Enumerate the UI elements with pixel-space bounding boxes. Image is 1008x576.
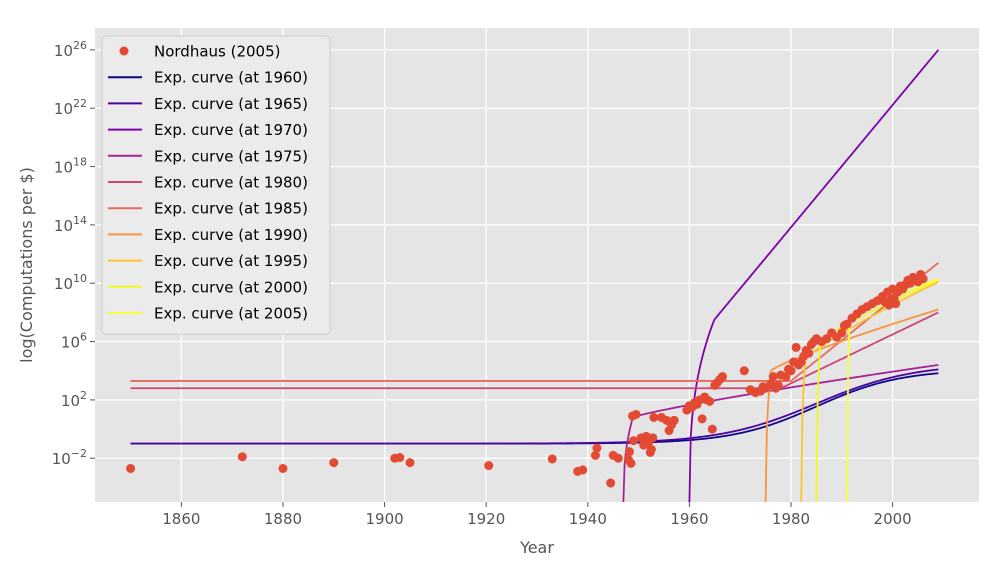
x-tick-label: 1880 [264, 510, 302, 528]
legend: Nordhaus (2005) Exp. curve (at 1960) Exp. … [101, 35, 331, 335]
data-point [629, 436, 639, 446]
legend-label: Exp. curve (at 2000) [154, 278, 308, 296]
data-point [592, 443, 602, 453]
legend-label: Exp. curve (at 1960) [154, 69, 308, 87]
legend-label: Exp. curve (at 1975) [154, 147, 308, 165]
legend-label: Exp. curve (at 1985) [154, 200, 308, 218]
y-tick-label: 102 [61, 389, 87, 410]
legend-label: Exp. curve (at 1970) [154, 121, 308, 139]
data-point [773, 380, 783, 390]
legend-frame [101, 35, 331, 335]
data-point [631, 409, 641, 419]
y-tick-label: 10−2 [52, 447, 87, 468]
data-point [739, 366, 749, 376]
x-tick-label: 1960 [670, 510, 708, 528]
data-point [126, 463, 136, 473]
data-point [669, 415, 679, 425]
legend-label: Exp. curve (at 2005) [154, 305, 308, 323]
series-line-2 [130, 368, 939, 445]
y-axis-label: log(Computations per $) [17, 167, 36, 363]
data-point [705, 396, 715, 406]
data-point [842, 319, 852, 329]
x-tick-label: 1920 [467, 510, 505, 528]
y-tick-label: 106 [61, 331, 87, 352]
data-point [781, 372, 791, 382]
data-point [791, 342, 801, 352]
series-line-3 [688, 49, 940, 503]
x-tick-label: 1940 [569, 510, 607, 528]
legend-label: Exp. curve (at 1995) [154, 252, 308, 270]
data-point [547, 454, 557, 464]
x-tick-label: 1980 [772, 510, 810, 528]
data-point [606, 478, 616, 488]
legend-label: Exp. curve (at 1990) [154, 226, 308, 244]
x-axis-label: Year [519, 538, 554, 557]
data-point [590, 450, 600, 460]
x-tick-label: 2000 [874, 510, 912, 528]
y-tick-label: 1018 [54, 156, 87, 177]
y-tick-label: 1010 [54, 272, 87, 293]
series-line-9 [815, 279, 939, 503]
data-point [648, 433, 658, 443]
data-point [646, 445, 656, 454]
x-ticks: 1860 1880 1900 1920 1940 1960 1980 2000 [162, 502, 912, 528]
data-point [804, 348, 814, 358]
data-point [237, 452, 247, 462]
legend-label: Exp. curve (at 1980) [154, 174, 308, 192]
y-ticks: 10−2 102 106 1010 1014 1018 1022 1026 [52, 39, 95, 468]
legend-label: Nordhaus (2005) [154, 43, 281, 61]
legend-label: Exp. curve (at 1965) [154, 95, 308, 113]
data-point [786, 366, 796, 376]
data-point [484, 461, 494, 471]
y-tick-label: 1026 [54, 39, 87, 60]
y-tick-label: 1014 [54, 214, 87, 235]
data-point [329, 458, 339, 468]
legend-marker [119, 46, 129, 56]
data-point [891, 299, 901, 309]
data-point [822, 334, 832, 344]
data-point [624, 447, 634, 457]
data-point [918, 274, 928, 284]
data-point [278, 463, 288, 473]
data-point [697, 414, 707, 424]
scatter-points [126, 269, 928, 488]
data-point [626, 458, 636, 468]
data-point [649, 412, 659, 422]
data-point [578, 465, 588, 475]
y-tick-label: 1022 [54, 97, 87, 118]
data-point [717, 372, 727, 382]
data-point [707, 424, 717, 434]
data-point [768, 372, 778, 382]
x-tick-label: 1900 [365, 510, 403, 528]
data-point [395, 453, 405, 463]
data-point [613, 453, 623, 463]
x-tick-label: 1860 [162, 510, 200, 528]
data-point [837, 328, 847, 338]
data-point [405, 458, 415, 468]
